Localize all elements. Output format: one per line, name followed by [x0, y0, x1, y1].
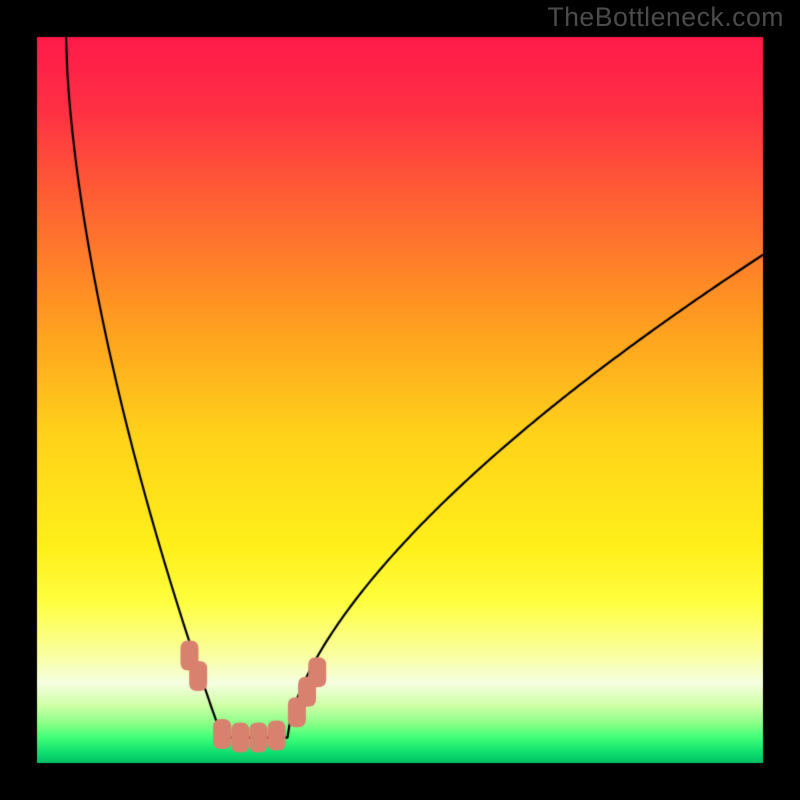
watermark-text: TheBottleneck.com	[547, 2, 784, 33]
chart-stage: TheBottleneck.com	[0, 0, 800, 800]
bottleneck-chart-canvas	[0, 0, 800, 800]
